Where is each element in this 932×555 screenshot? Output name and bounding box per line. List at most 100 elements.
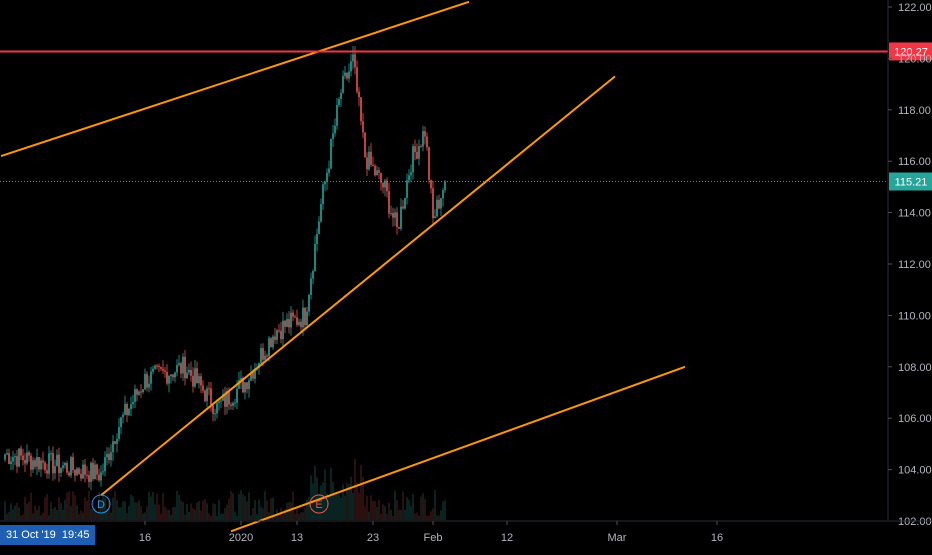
candle-body [436,199,438,217]
candle-body [422,131,424,147]
candle-body [48,453,50,474]
candle-body [156,365,158,367]
volume-bar [434,490,436,520]
candle-body [86,474,88,476]
price-tick-label: 106.00 [898,413,932,425]
event-marker-e[interactable] [309,494,329,514]
volume-bar [304,507,306,520]
candle-body [74,470,76,476]
price-tick-label: 118.00 [898,105,931,117]
volume-bar [222,513,224,520]
time-tick-label: 12 [501,532,513,544]
candle-body [362,121,364,133]
candle-body [220,400,222,402]
volume-bar [224,508,226,520]
volume-bar [176,490,178,520]
price-axis[interactable]: 102.00 104.00 106.00 108.00 110.00 112.00 114.… [887,0,932,528]
candle-body [404,197,406,209]
candle-body [44,462,46,471]
volume-bar [260,506,262,520]
time-axis[interactable]: 16 2020 13 23 Feb 12 Mar 16 [0,520,932,544]
volume-bar [92,506,94,520]
candle-body [428,147,430,180]
volume-bar [324,469,326,520]
upper-channel-line[interactable] [0,0,470,158]
volume-bar [100,499,102,520]
volume-bar [72,491,74,520]
volume-bar [262,508,264,520]
volume-bar [412,494,414,520]
volume-bar [218,499,220,520]
volume-bar [168,509,170,520]
volume-bar [64,499,66,520]
candle-body [352,54,354,62]
volume-bar [40,515,42,520]
time-tick-label: Feb [424,532,443,544]
candle-body [120,417,122,428]
volume-bar [376,507,378,520]
candle-body [162,368,164,371]
candle-body [342,75,344,93]
time-tick-label: 16 [139,532,151,544]
candle-body [374,165,376,176]
candle-body [326,172,328,182]
volume-bar [204,498,206,520]
candle-body [314,244,316,272]
candle-body [284,320,286,327]
volume-bar [372,501,374,520]
volume-bar [16,502,18,520]
candle-body [392,213,394,218]
candle-body [102,471,104,473]
volume-bar [110,512,112,520]
candle-body [168,376,170,384]
volume-bar [88,490,90,520]
candle-body [64,463,66,466]
volume-bar [146,506,148,520]
volume-bar [182,501,184,520]
volume-bar [270,498,272,520]
candle-body [438,199,440,209]
event-marker-d[interactable] [91,494,111,514]
candle-body [376,170,378,176]
volume-bar [106,508,108,520]
candle-body [46,470,48,474]
candle-body [122,414,124,418]
candle-body [106,453,108,458]
candle-body [410,172,412,176]
time-tick-label: 16 [711,532,723,544]
candle-body [82,464,84,479]
candle-body [370,151,372,165]
candle-body [318,221,320,234]
volume-bar [314,465,316,520]
candle-body [280,330,282,340]
candle-body [186,372,188,379]
volume-bar [102,495,104,520]
volume-bar [48,515,50,520]
middle-trend-line[interactable] [100,75,616,497]
volume-bar [80,510,82,520]
volume-bar [300,512,302,520]
candle-body [424,131,426,137]
volume-bar [310,475,312,520]
volume-bar [338,494,340,520]
lower-channel-line[interactable] [230,365,686,533]
volume-bar [326,493,328,520]
candle-body [216,403,218,414]
candle-body [250,372,252,381]
volume-bar [428,515,430,520]
candle-body [390,213,392,215]
volume-bar [4,501,6,520]
volume-bar [14,505,16,520]
candle-body [398,226,400,229]
volume-bar [158,504,160,520]
candle-body [70,457,72,476]
volume-bar [38,505,40,520]
candle-body [72,457,74,471]
volume-bar [416,512,418,520]
candle-body [226,391,228,407]
candle-body [198,376,200,384]
volume-bar [26,504,28,520]
volume-bar [74,495,76,520]
